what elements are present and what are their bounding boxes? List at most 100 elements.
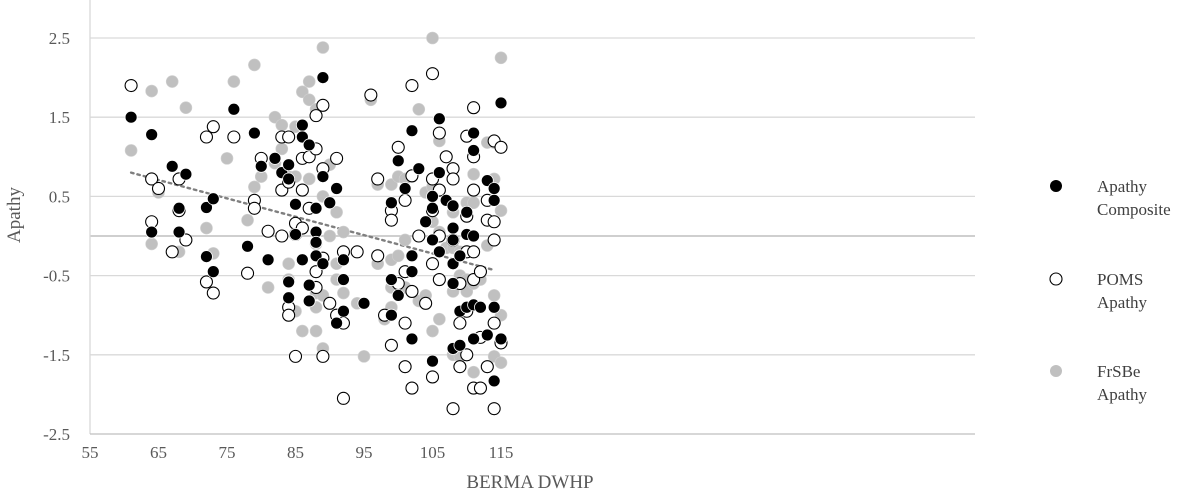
apathy-composite-point (467, 229, 481, 243)
poms-apathy-point (405, 78, 419, 93)
poms-apathy-point (446, 172, 460, 186)
apathy-composite-point (467, 144, 481, 157)
poms-apathy-point (309, 109, 323, 123)
poms-apathy-point (432, 273, 446, 287)
apathy-composite-point (384, 273, 398, 286)
apathy-composite-point (426, 354, 439, 368)
apathy-composite-point (405, 124, 419, 138)
frsbe-apathy-point (323, 229, 337, 243)
apathy-composite-point (295, 253, 309, 267)
apathy-composite-point (446, 221, 460, 235)
poms-apathy-point (460, 348, 474, 362)
apathy-composite-point (206, 192, 220, 206)
apathy-composite-point (241, 239, 254, 253)
frsbe-apathy-point (494, 356, 508, 370)
poms-apathy-point (199, 275, 213, 289)
poms-apathy-point (446, 402, 460, 416)
apathy-composite-point (391, 154, 405, 168)
apathy-composite-point (487, 374, 501, 388)
axes: 55 65 75 85 95 105 115 (82, 0, 975, 462)
poms-apathy-point (206, 286, 220, 300)
poms-apathy-point (206, 120, 220, 134)
frsbe-apathy-point (296, 324, 309, 338)
legend-item-apathy-composite: Apathy Composite (1050, 177, 1171, 219)
apathy-composite-point (302, 294, 316, 308)
frsbe-apathy-point (179, 101, 193, 114)
apathy-composite-point (446, 277, 460, 290)
x-tick-label: 85 (287, 443, 304, 462)
apathy-composite-point (384, 308, 398, 322)
poms-apathy-point (282, 308, 296, 322)
legend-label: POMS (1097, 270, 1143, 289)
apathy-composite-point (289, 228, 302, 241)
poms-apathy-point (295, 183, 309, 197)
x-tick-label: 105 (420, 443, 446, 462)
frsbe-apathy-point (426, 31, 439, 45)
apathy-composite-point (330, 316, 344, 330)
poms-apathy-point (323, 296, 337, 310)
poms-apathy-point (241, 266, 255, 280)
legend-label: Composite (1097, 200, 1171, 219)
legend-label: Apathy (1097, 293, 1148, 312)
frsbe-apathy-point (165, 75, 179, 88)
frsbe-apathy-point (220, 152, 234, 165)
apathy-composite-point (227, 102, 241, 116)
poms-apathy-point (487, 402, 501, 416)
frsbe-apathy-point (275, 118, 289, 132)
poms-apathy-point (247, 201, 261, 215)
apathy-composite-point (302, 138, 316, 152)
apathy-composite-point (453, 338, 467, 352)
poms-apathy-point (398, 193, 412, 207)
apathy-composite-point (200, 201, 213, 214)
poms-apathy-point (473, 265, 488, 279)
gridlines: 2.5 1.5 0.5 -0.5 -1.5 -2.5 (43, 29, 975, 444)
frsbe-apathy-point (412, 102, 426, 116)
apathy-composite-point (172, 225, 186, 239)
poms-apathy-point (371, 249, 385, 263)
frsbe-apathy-point (145, 84, 158, 98)
poms-apathy-point (371, 172, 385, 186)
apathy-composite-point (432, 166, 446, 180)
apathy-composite-point (145, 225, 159, 239)
poms-apathy-point (412, 229, 426, 243)
apathy-composite-point (316, 257, 330, 271)
poms-apathy-point (165, 245, 179, 259)
apathy-composite-point (295, 118, 309, 132)
legend-label: Apathy (1097, 177, 1148, 196)
frsbe-apathy-point (330, 205, 343, 219)
apathy-composite-point (426, 189, 439, 203)
legend-item-poms-apathy: POMS Apathy (1049, 270, 1148, 312)
poms-apathy-point (467, 245, 481, 259)
poms-apathy-point (364, 88, 378, 102)
frsbe-apathy-point (398, 233, 412, 247)
apathy-composite-point (494, 96, 508, 110)
apathy-composite-point (200, 250, 213, 263)
legend-label: Apathy (1097, 385, 1148, 404)
frsbe-apathy-point (357, 350, 371, 363)
apathy-composite-point (474, 300, 487, 314)
y-tick-label: -0.5 (43, 267, 70, 286)
frsbe-apathy-point (426, 324, 439, 338)
frsbe-apathy-point (337, 286, 350, 300)
y-tick-label: 1.5 (49, 108, 70, 127)
apathy-composite-point (480, 328, 494, 342)
poms-apathy-point (439, 150, 453, 164)
poms-apathy-point (316, 349, 330, 363)
frsbe-apathy-point (467, 167, 480, 181)
apathy-composite-point (124, 110, 138, 124)
poms-apathy-point (419, 296, 433, 310)
legend-label: FrSBe (1097, 362, 1140, 381)
y-tick-label: 0.5 (49, 187, 70, 206)
poms-apathy-point (405, 381, 419, 395)
poms-apathy-point (487, 233, 501, 247)
poms-apathy-point (480, 360, 494, 374)
apathy-composite-point (282, 275, 296, 289)
apathy-composite-point (487, 193, 501, 207)
y-axis-title: Apathy (4, 187, 25, 243)
apathy-composite-point (426, 201, 439, 215)
apathy-composite-point (384, 196, 398, 210)
apathy-composite-point (426, 233, 439, 247)
poms-apathy-point (487, 316, 501, 330)
apathy-composite-point (172, 201, 186, 215)
